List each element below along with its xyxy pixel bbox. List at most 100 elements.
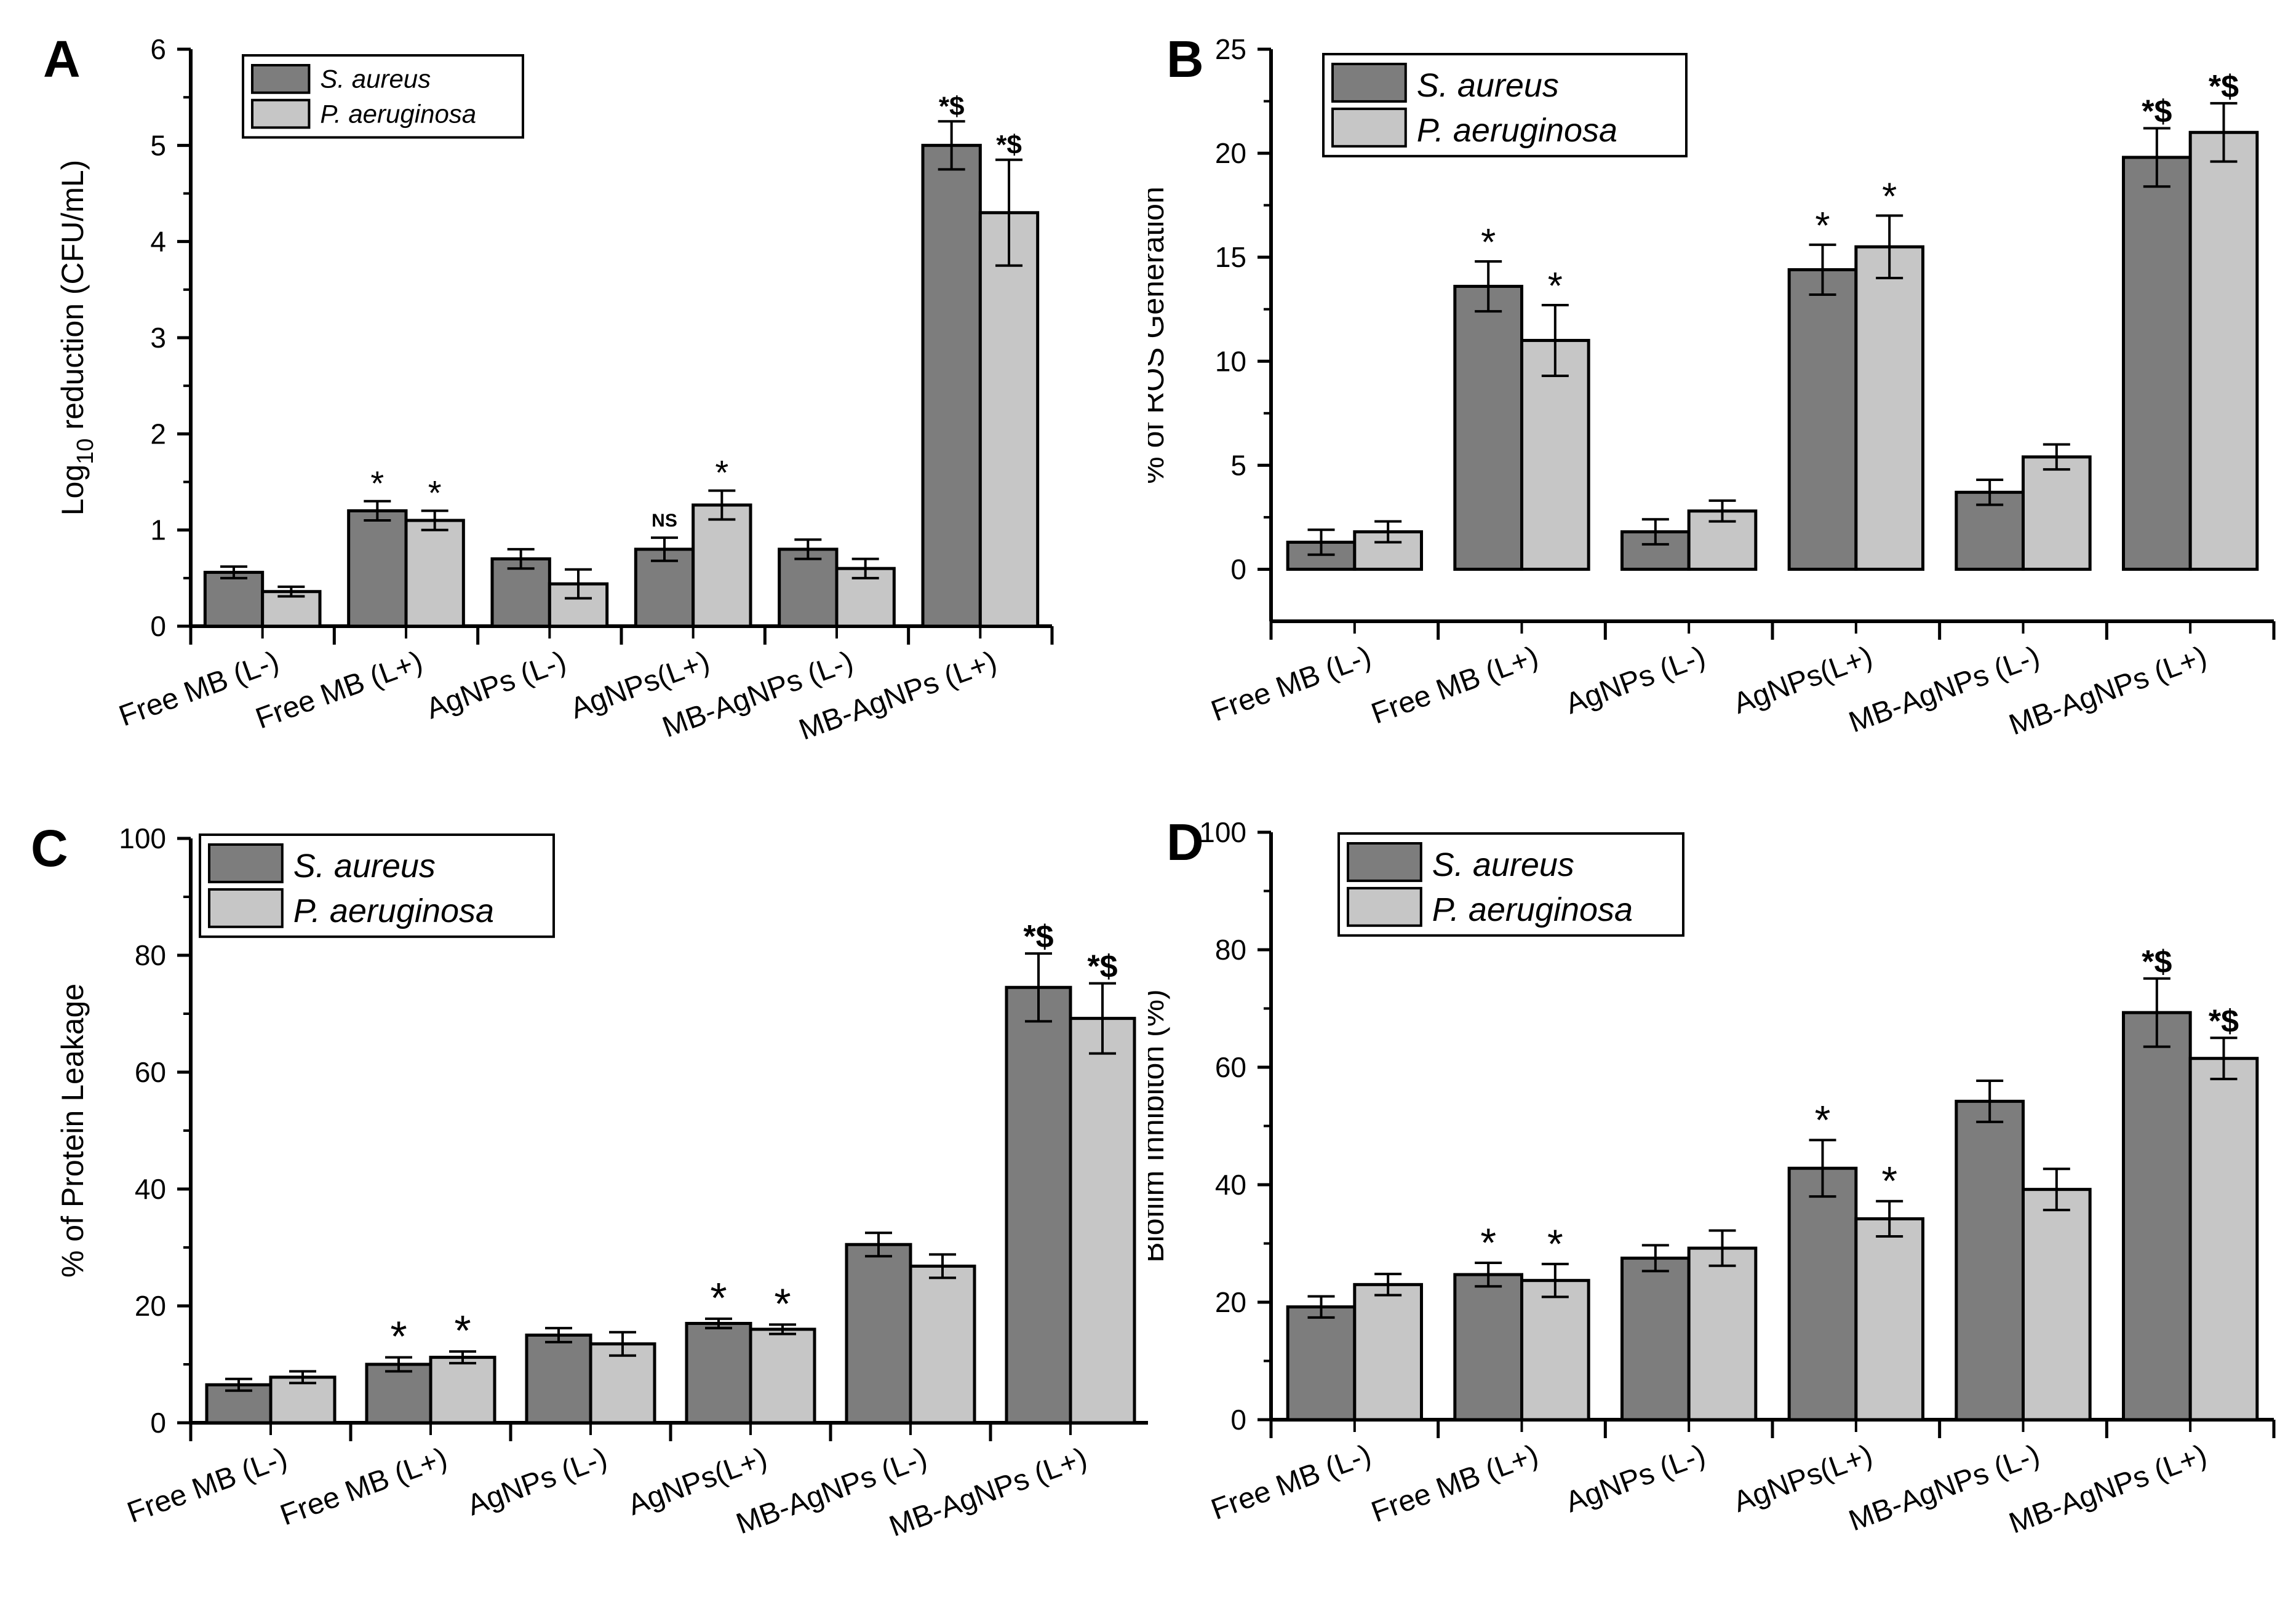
bar-p-aeruginosa xyxy=(1353,1283,1424,1422)
bar-p-aeruginosa xyxy=(2022,1188,2092,1422)
bar-s-aureus xyxy=(1005,985,1072,1425)
bar-p-aeruginosa xyxy=(835,567,896,628)
legend-swatch-p-aeruginosa xyxy=(208,888,284,928)
x-tick-label: AgNPs (L-) xyxy=(463,1442,612,1522)
x-tick-label: Free MB (L-) xyxy=(1207,1439,1376,1527)
significance-annotation: * xyxy=(710,1274,727,1322)
bar-p-aeruginosa xyxy=(261,590,322,628)
bar-p-aeruginosa xyxy=(1687,1246,1758,1422)
significance-annotation: *$ xyxy=(1087,949,1117,985)
significance-annotation: *$ xyxy=(2209,69,2239,105)
significance-annotation: * xyxy=(1882,176,1897,218)
y-tick-label: 10 xyxy=(1215,345,1246,377)
bar-p-aeruginosa xyxy=(2188,130,2259,571)
panel-c-chart: 0 20 40 60 80 100 % of Protein Leakage C Free MB… xyxy=(31,819,1148,1543)
bar-s-aureus xyxy=(634,547,695,628)
significance-annotation: *$ xyxy=(2209,1003,2239,1039)
y-tick-label: 40 xyxy=(1215,1169,1246,1201)
y-tick-label: 5 xyxy=(1230,449,1246,481)
bar-s-aureus xyxy=(845,1243,912,1425)
y-axis-label: % of Protein Leakage xyxy=(55,984,90,1278)
bar-p-aeruginosa xyxy=(978,211,1040,628)
y-tick-label: 100 xyxy=(1199,816,1246,848)
significance-annotation: *$ xyxy=(2142,94,2172,130)
significance-annotation: * xyxy=(1547,1221,1563,1267)
y-tick-label: 15 xyxy=(1215,241,1246,273)
bar-s-aureus xyxy=(203,570,265,628)
y-axis-label-subscript: 10 xyxy=(73,439,98,464)
significance-annotation: * xyxy=(774,1279,791,1327)
panel-letter: C xyxy=(31,819,68,877)
bar-p-aeruginosa xyxy=(2022,455,2092,571)
y-tick-label: 1 xyxy=(150,514,166,546)
panel-b-chart: 0 5 10 15 20 25 % of ROS Generation B Free MB (L… xyxy=(1148,30,2276,742)
legend-swatch-p-aeruginosa xyxy=(1347,886,1422,927)
x-tick-label: Free MB (L+) xyxy=(1367,1439,1542,1529)
bar-s-aureus xyxy=(1787,1166,1858,1422)
x-tick-label: Free MB (L-) xyxy=(123,1442,292,1530)
y-tick-label: 0 xyxy=(1230,1404,1246,1436)
bar-p-aeruginosa xyxy=(589,1342,656,1425)
bar-p-aeruginosa xyxy=(1520,338,1590,571)
bar-p-aeruginosa xyxy=(429,1356,496,1425)
significance-annotation: * xyxy=(428,473,442,512)
bar-p-aeruginosa xyxy=(1520,1279,1590,1422)
significance-annotation: * xyxy=(1815,205,1830,247)
panel-letter: D xyxy=(1166,813,1204,871)
bar-p-aeruginosa xyxy=(692,503,752,628)
x-tick-label: AgNPs (L-) xyxy=(1561,1439,1710,1519)
legend-label-s-aureus: S. aureus xyxy=(320,65,431,93)
y-tick-label: 80 xyxy=(135,939,166,971)
significance-annotation: * xyxy=(715,453,728,492)
y-tick-label: 6 xyxy=(150,33,166,65)
bar-p-aeruginosa xyxy=(1854,1217,1925,1422)
significance-annotation: * xyxy=(370,464,384,503)
legend-swatch-s-aureus xyxy=(251,64,311,94)
y-tick-label: 60 xyxy=(135,1056,166,1088)
y-tick-label: 20 xyxy=(1215,1286,1246,1318)
y-tick-label: 2 xyxy=(150,418,166,450)
bar-s-aureus xyxy=(2122,1011,2192,1422)
y-tick-label: 20 xyxy=(135,1290,166,1322)
bar-s-aureus xyxy=(1453,285,1524,571)
bar-s-aureus xyxy=(1955,1099,2025,1422)
significance-annotation: *$ xyxy=(1023,919,1053,955)
y-tick-label: 100 xyxy=(119,822,166,854)
panel-letter: A xyxy=(43,30,81,88)
bar-s-aureus xyxy=(2122,156,2192,571)
significance-annotation: *$ xyxy=(939,91,965,121)
significance-annotation: * xyxy=(454,1307,471,1354)
y-tick-label: 80 xyxy=(1215,934,1246,966)
bar-p-aeruginosa xyxy=(1854,245,1925,571)
bar-p-aeruginosa xyxy=(749,1327,816,1425)
bar-p-aeruginosa xyxy=(404,519,465,628)
y-tick-label: 0 xyxy=(150,1407,166,1439)
bar-s-aureus xyxy=(1787,268,1858,571)
x-tick-label: AgNPs (L-) xyxy=(1561,640,1710,721)
y-tick-label: 0 xyxy=(150,610,166,642)
y-tick-label: 40 xyxy=(135,1173,166,1205)
y-axis-label: Biofilm Inhibiton (%) xyxy=(1148,989,1170,1263)
x-tick-label: Free MB (L+) xyxy=(1367,640,1542,731)
significance-annotation: * xyxy=(1481,221,1496,264)
y-axis-label-main: Log xyxy=(55,464,90,515)
panel-letter: B xyxy=(1166,30,1204,88)
legend-label-s-aureus: S. aureus xyxy=(293,848,436,885)
y-tick-label: 20 xyxy=(1215,137,1246,169)
significance-annotation: * xyxy=(1815,1097,1831,1142)
significance-annotation: * xyxy=(1881,1158,1897,1204)
legend-swatch-p-aeruginosa xyxy=(251,98,311,129)
legend-label-p-aeruginosa: P. aeruginosa xyxy=(320,99,476,128)
bar-s-aureus xyxy=(1620,1256,1691,1422)
bar-s-aureus xyxy=(1286,1305,1357,1422)
y-tick-label: 5 xyxy=(150,129,166,161)
bar-s-aureus xyxy=(347,509,408,628)
x-tick-label: Free MB (L-) xyxy=(1207,640,1376,728)
y-axis-label: % of ROS Generation xyxy=(1148,186,1170,484)
legend-swatch-s-aureus xyxy=(1331,63,1407,103)
y-axis-label: Log10 reduction (CFU/mL) xyxy=(55,160,98,516)
legend-label-s-aureus: S. aureus xyxy=(1432,846,1574,883)
x-tick-label: Free MB (L+) xyxy=(252,645,427,736)
significance-annotation: NS xyxy=(652,511,677,531)
